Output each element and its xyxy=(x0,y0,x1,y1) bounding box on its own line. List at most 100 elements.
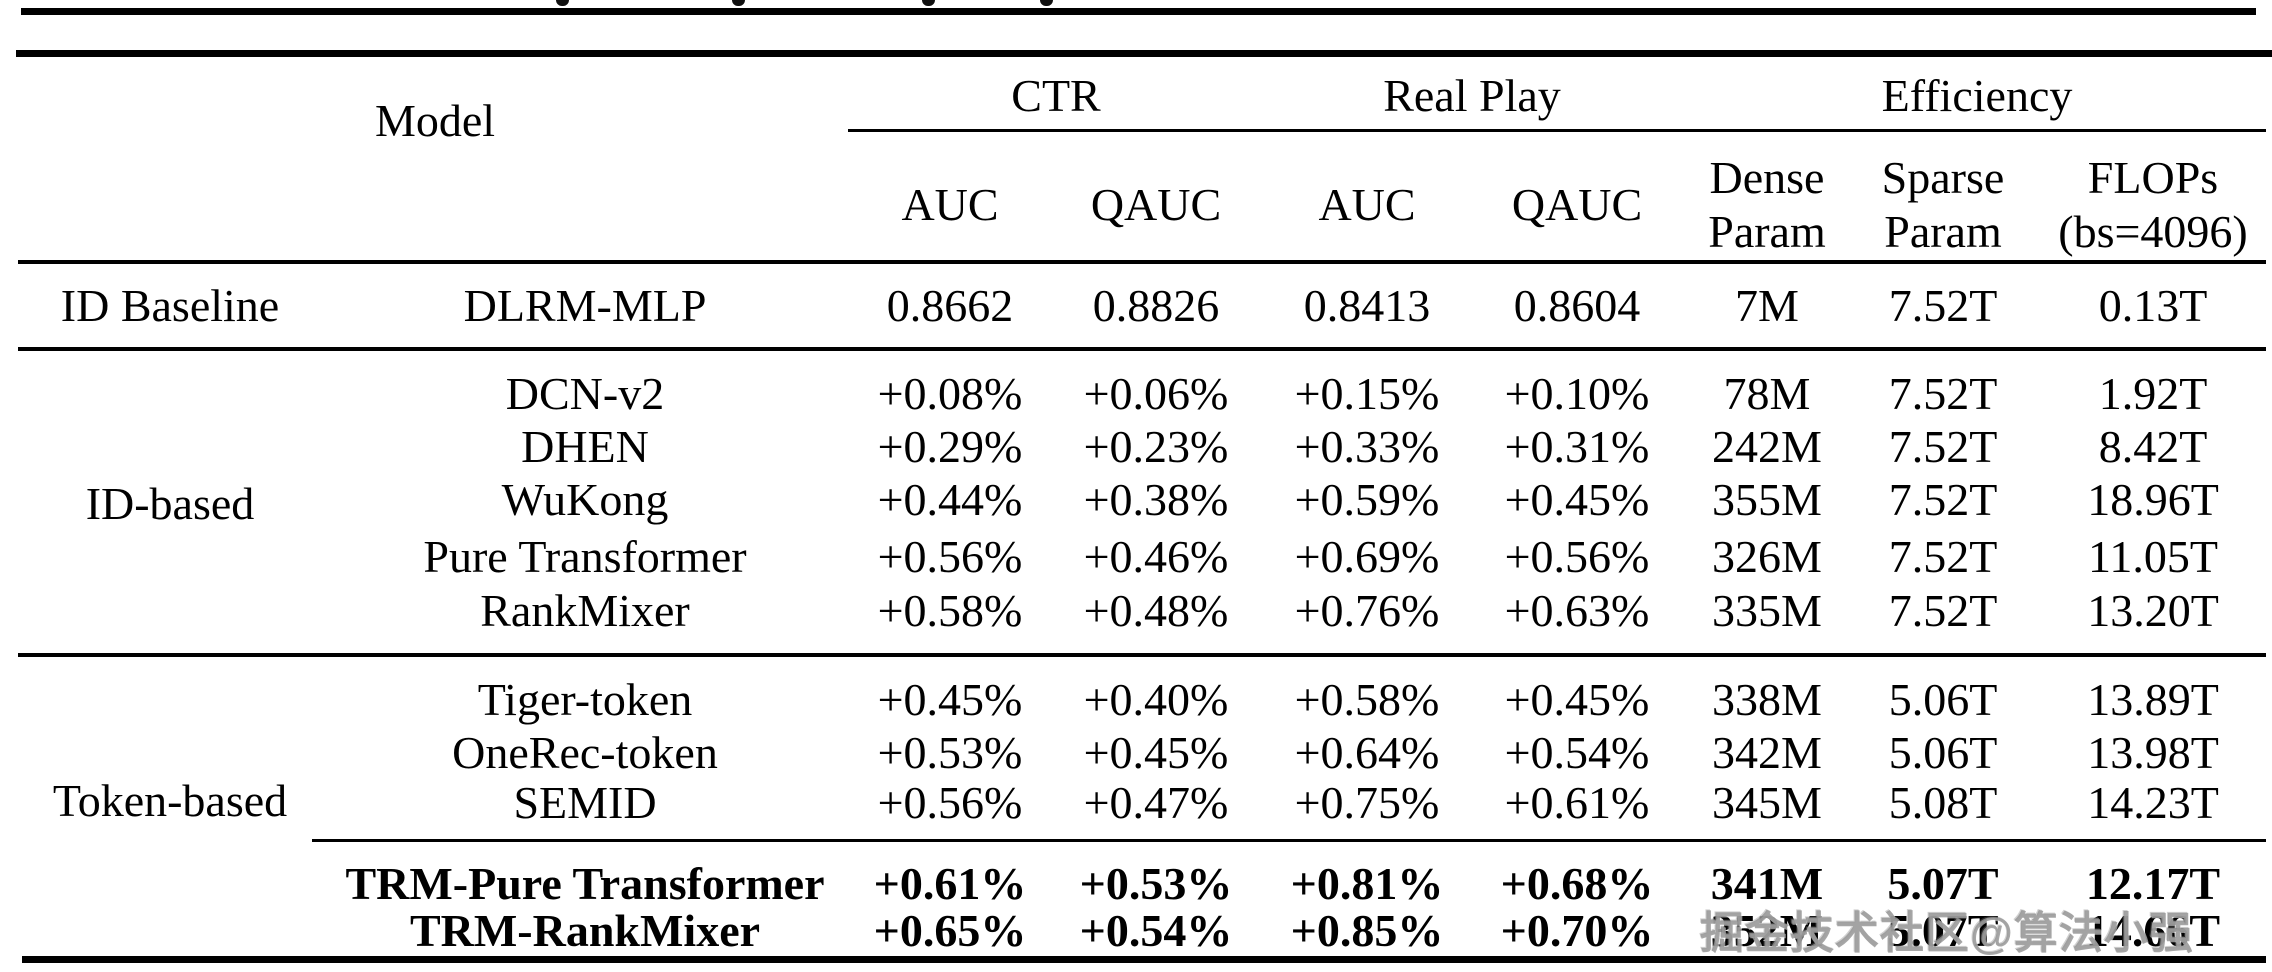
sparse-param-value: 7.52T xyxy=(1888,585,1998,636)
dense-param-value: 7M xyxy=(1735,280,1799,331)
ctr-auc-value: +0.44% xyxy=(877,474,1023,525)
model-name: TRM-RankMixer xyxy=(409,905,761,956)
header-label: AUC xyxy=(1318,179,1416,230)
rule-under-header xyxy=(18,260,2266,264)
ctr-qauc-value: +0.47% xyxy=(1083,777,1229,828)
header-label: Param xyxy=(1708,206,1826,257)
flops-value: 14.66T xyxy=(2085,905,2221,956)
header-dense-param: Dense Param xyxy=(1682,151,1852,259)
sparse-param-value: 7.52T xyxy=(1888,421,1998,472)
table-row: WuKong +0.44% +0.38% +0.59% +0.45% 355M … xyxy=(20,472,2272,528)
rule-under-baseline xyxy=(18,347,2266,351)
ctr-auc-value: +0.61% xyxy=(873,858,1027,909)
table-row: OneRec-token +0.53% +0.45% +0.64% +0.54%… xyxy=(20,725,2272,781)
ctr-qauc-value: +0.38% xyxy=(1083,474,1229,525)
flops-value: 14.23T xyxy=(2087,777,2219,828)
ctr-auc-value: +0.56% xyxy=(877,777,1023,828)
rule-top-outer xyxy=(21,8,2256,15)
header-label: Dense xyxy=(1709,152,1825,203)
sparse-param-value: 5.08T xyxy=(1888,777,1998,828)
model-name: DLRM-MLP xyxy=(463,280,707,331)
ctr-qauc-value: +0.06% xyxy=(1083,368,1229,419)
header-label: Sparse xyxy=(1881,152,2005,203)
group-label-token-based: Token-based xyxy=(52,774,288,826)
ctr-auc-value: +0.29% xyxy=(877,421,1023,472)
sparse-param-value: 7.52T xyxy=(1888,368,1998,419)
dense-param-value: 352M xyxy=(1710,905,1824,956)
header-label: (bs=4096) xyxy=(2058,206,2248,257)
header-sparse-param: Sparse Param xyxy=(1852,151,2034,259)
rule-under-semid xyxy=(312,839,2266,842)
model-name: Pure Transformer xyxy=(423,531,747,582)
header-label: QAUC xyxy=(1090,179,1222,230)
ctr-auc-value: +0.53% xyxy=(877,727,1023,778)
ctr-qauc-value: +0.53% xyxy=(1079,858,1233,909)
dense-param-value: 242M xyxy=(1712,421,1822,472)
ctr-auc-value: +0.08% xyxy=(877,368,1023,419)
model-name: OneRec-token xyxy=(452,727,718,778)
sparse-param-value: 7.52T xyxy=(1888,280,1998,331)
model-name: RankMixer xyxy=(480,585,690,636)
play-auc-value: +0.33% xyxy=(1294,421,1440,472)
ctr-auc-value: +0.45% xyxy=(877,674,1023,725)
ctr-auc-value: +0.56% xyxy=(877,531,1023,582)
sparse-param-value: 5.07T xyxy=(1887,858,1999,909)
dense-param-value: 355M xyxy=(1712,474,1822,525)
rule-top-table xyxy=(16,50,2272,57)
play-qauc-value: +0.68% xyxy=(1500,858,1654,909)
header-ctr-qauc: QAUC xyxy=(1050,178,1262,232)
table-row: TRM-RankMixer +0.65% +0.54% +0.85% +0.70… xyxy=(20,903,2272,959)
header-model: Model xyxy=(374,94,496,146)
header-label: Param xyxy=(1884,206,2002,257)
sparse-param-value: 7.52T xyxy=(1888,531,1998,582)
model-name: Tiger-token xyxy=(477,674,693,725)
flops-value: 13.98T xyxy=(2087,727,2219,778)
table-row: Pure Transformer +0.56% +0.46% +0.69% +0… xyxy=(20,529,2272,585)
play-auc-value: +0.76% xyxy=(1294,585,1440,636)
play-qauc-value: +0.10% xyxy=(1504,368,1650,419)
table-row: DHEN +0.29% +0.23% +0.33% +0.31% 242M 7.… xyxy=(20,419,2272,475)
dense-param-value: 78M xyxy=(1723,368,1811,419)
play-auc-value: +0.85% xyxy=(1290,905,1444,956)
header-play-auc: AUC xyxy=(1262,178,1472,232)
play-auc-value: +0.59% xyxy=(1294,474,1440,525)
header-group-ctr: CTR xyxy=(1011,70,1101,121)
header-group-real-play: Real Play xyxy=(1383,70,1561,121)
header-flops: FLOPs (bs=4096) xyxy=(2034,151,2272,259)
flops-value: 8.42T xyxy=(2098,421,2208,472)
caption-fragment xyxy=(922,0,935,6)
play-auc-value: +0.15% xyxy=(1294,368,1440,419)
play-qauc-value: +0.54% xyxy=(1504,727,1650,778)
play-qauc-value: +0.31% xyxy=(1504,421,1650,472)
header-ctr-auc: AUC xyxy=(850,178,1050,232)
table-header-subcolumns: AUC QAUC AUC QAUC Dense Param Sparse Par… xyxy=(20,150,2272,260)
table-row: DCN-v2 +0.08% +0.06% +0.15% +0.10% 78M 7… xyxy=(20,366,2272,422)
sparse-param-value: 5.06T xyxy=(1888,674,1998,725)
ctr-qauc-value: +0.45% xyxy=(1083,727,1229,778)
flops-value: 18.96T xyxy=(2087,474,2219,525)
ctr-auc-value: 0.8662 xyxy=(886,280,1014,331)
header-group-efficiency: Efficiency xyxy=(1881,70,2073,121)
dense-param-value: 326M xyxy=(1712,531,1822,582)
play-qauc-value: +0.63% xyxy=(1504,585,1650,636)
play-qauc-value: +0.56% xyxy=(1504,531,1650,582)
ctr-auc-value: +0.65% xyxy=(873,905,1027,956)
ctr-qauc-value: +0.23% xyxy=(1083,421,1229,472)
play-auc-value: +0.58% xyxy=(1294,674,1440,725)
sparse-param-value: 5.07T xyxy=(1887,905,1999,956)
play-qauc-value: 0.8604 xyxy=(1513,280,1641,331)
dense-param-value: 338M xyxy=(1712,674,1822,725)
table-row: Tiger-token +0.45% +0.40% +0.58% +0.45% … xyxy=(20,672,2272,728)
group-label-id-based: ID-based xyxy=(85,477,255,529)
ctr-auc-value: +0.58% xyxy=(877,585,1023,636)
ctr-qauc-value: 0.8826 xyxy=(1092,280,1220,331)
play-auc-value: +0.64% xyxy=(1294,727,1440,778)
play-auc-value: +0.69% xyxy=(1294,531,1440,582)
model-name: DHEN xyxy=(521,421,649,472)
play-qauc-value: +0.45% xyxy=(1504,674,1650,725)
flops-value: 0.13T xyxy=(2098,280,2208,331)
header-label: AUC xyxy=(901,179,999,230)
flops-value: 13.89T xyxy=(2087,674,2219,725)
dense-param-value: 341M xyxy=(1710,858,1824,909)
